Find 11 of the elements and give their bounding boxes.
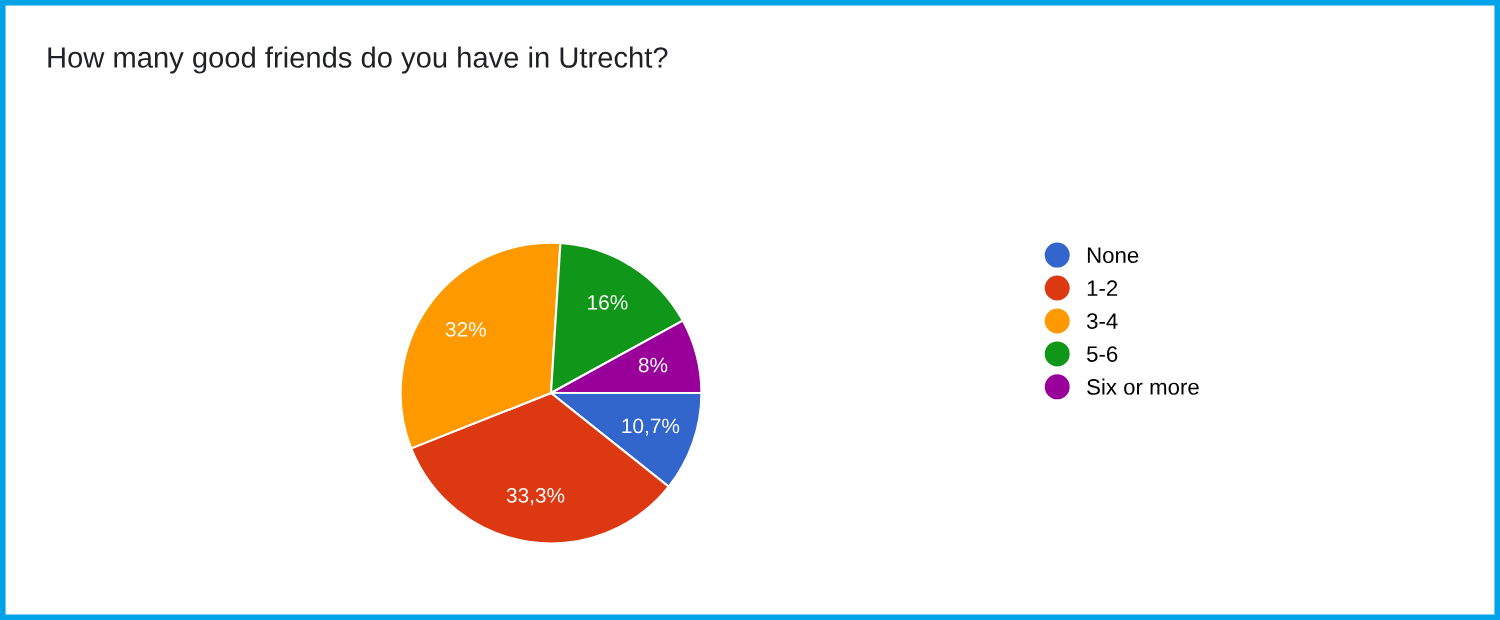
- data-label: 16%: [588, 294, 628, 310]
- data-label: 33,3%: [506, 487, 565, 506]
- chart-title: How many good friends do you have in Utrecht?: [48, 46, 668, 74]
- data-label: 10,7%: [622, 418, 680, 436]
- data-label: 32%: [445, 321, 486, 337]
- data-label: 8%: [638, 357, 668, 373]
- legend-label: 1-2: [1087, 280, 1118, 296]
- legend-label: None: [1087, 247, 1139, 264]
- legend-label: Six or more: [1087, 378, 1199, 395]
- legend-label: 5-6: [1087, 346, 1118, 362]
- legend-label: 3-4: [1086, 313, 1118, 329]
